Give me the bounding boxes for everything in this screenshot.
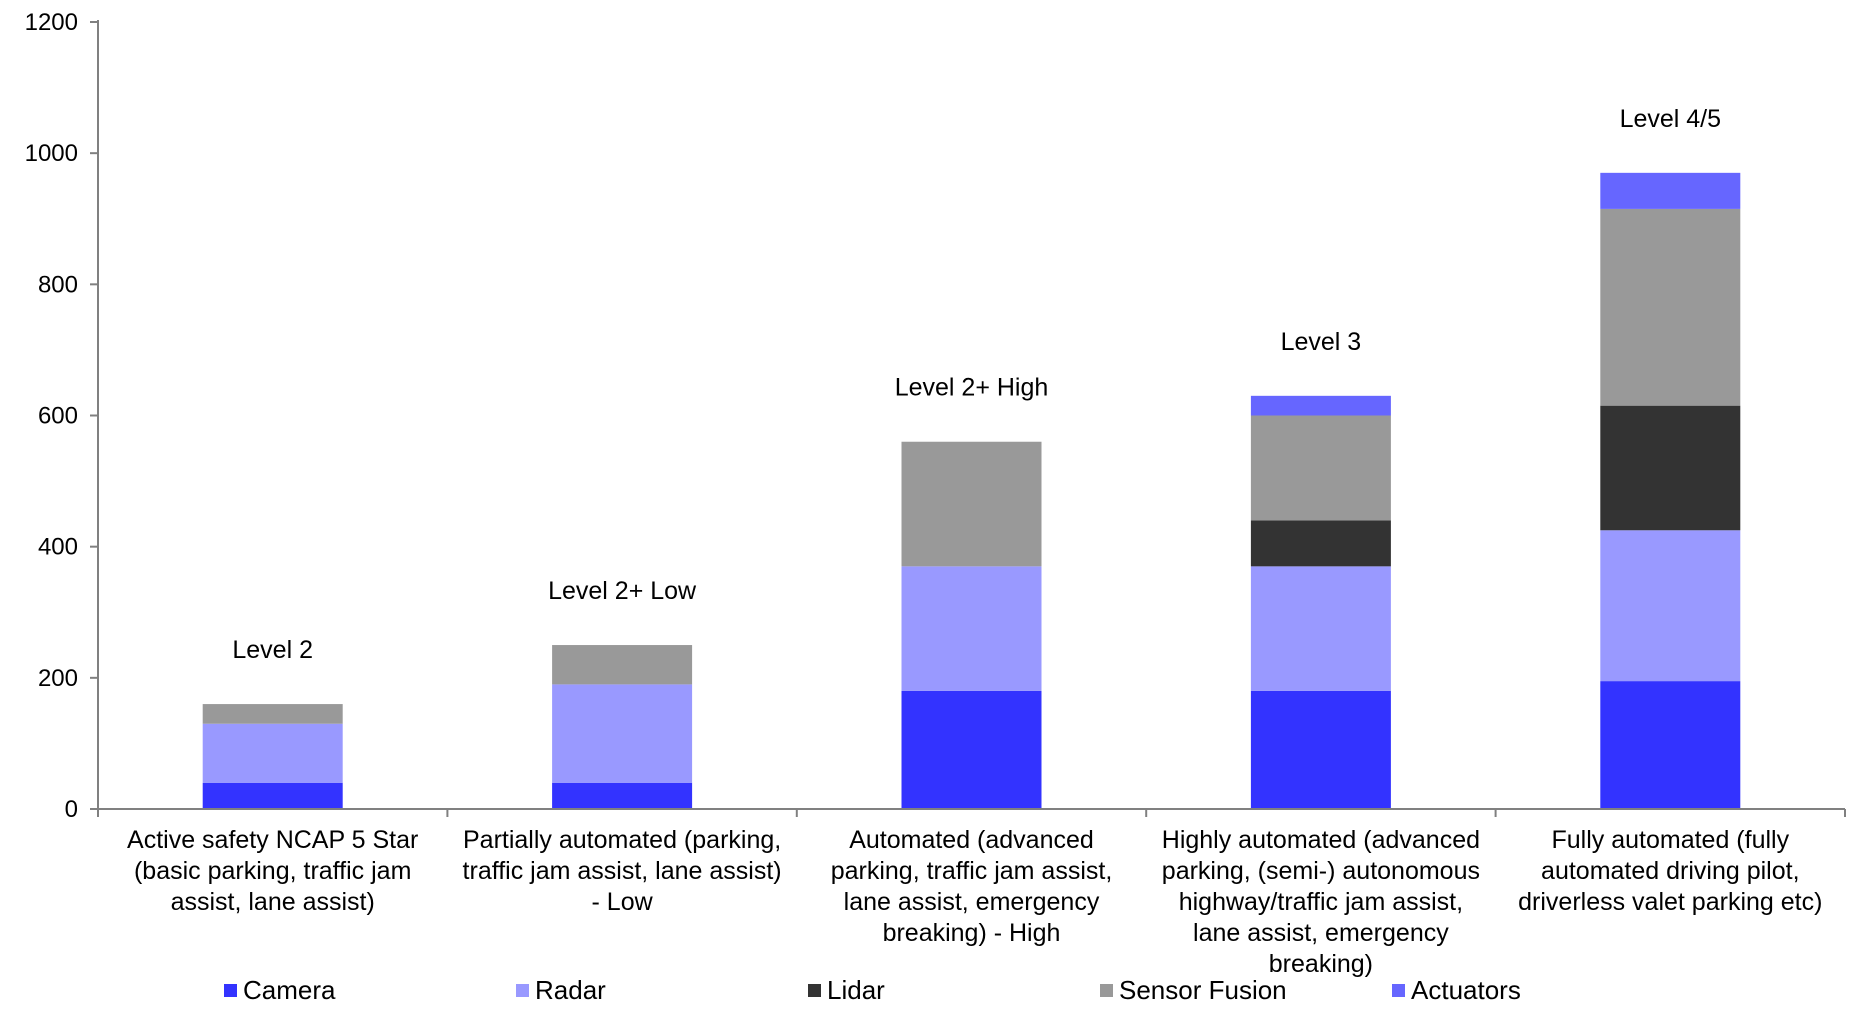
bar-sensor-fusion-5 [1600,208,1741,406]
bar-radar-5 [1600,530,1741,682]
y-tick-label: 0 [65,796,78,823]
bar-camera-1 [202,782,343,809]
bar-camera-5 [1600,681,1741,809]
level-annotation: Level 2+ High [895,374,1049,402]
y-axis: 0 200 400 600 800 1000 1200 [25,9,99,823]
legend-label: Radar [535,975,606,1005]
bar-sensor-fusion-3 [901,441,1042,567]
legend-swatch [1100,984,1113,997]
x-tick-label: Automated (advanced parking, traffic jam … [831,826,1113,947]
level-annotation: Level 4/5 [1620,105,1721,133]
y-tick-label: 400 [38,534,78,561]
legend-swatch [1392,984,1405,997]
y-tick-label: 200 [38,665,78,692]
legend: Camera Radar Lidar Sensor Fusion Actuators [224,975,1521,1005]
y-tick-label: 800 [38,271,78,298]
level-annotation: Level 2+ Low [548,577,697,605]
level-annotations: Level 2 Level 2+ Low Level 2+ High Level 3 L… [232,105,1721,664]
level-annotation: Level 2 [232,636,313,664]
legend-swatch [224,984,237,997]
bar-lidar-4 [1250,520,1391,567]
y-tick-label: 1000 [25,140,78,167]
legend-swatch [516,984,529,997]
bar-lidar-5 [1600,405,1741,531]
bar-sensor-fusion-4 [1250,415,1391,521]
x-tick-label: Active safety NCAP 5 Star (basic parking,… [127,826,418,916]
bar-camera-2 [552,782,693,809]
bar-actuators-5 [1600,172,1741,209]
bar-radar-4 [1250,566,1391,691]
bar-camera-4 [1250,690,1391,809]
bar-camera-3 [901,690,1042,809]
x-tick-label: Highly automated (advanced parking, (semi… [1162,826,1480,978]
legend-label: Lidar [827,975,885,1005]
bar-radar-3 [901,566,1042,691]
x-tick-label: Fully automated (fully automated driving … [1518,826,1822,916]
bar-sensor-fusion-1 [202,704,343,724]
bar-sensor-fusion-2 [552,645,693,685]
x-tick-label: Partially automated (parking, traffic jam… [463,826,782,916]
bar-radar-2 [552,684,693,783]
bar-radar-1 [202,723,343,783]
x-axis: Active safety NCAP 5 Star (basic parking,… [97,808,1846,978]
legend-label: Sensor Fusion [1119,975,1287,1005]
legend-label: Camera [243,975,336,1005]
y-tick-label: 1200 [25,9,78,36]
plot-area [202,172,1741,809]
legend-label: Actuators [1411,975,1521,1005]
legend-swatch [808,984,821,997]
y-tick-label: 600 [38,403,78,430]
bar-actuators-4 [1250,395,1391,416]
level-annotation: Level 3 [1281,328,1362,356]
